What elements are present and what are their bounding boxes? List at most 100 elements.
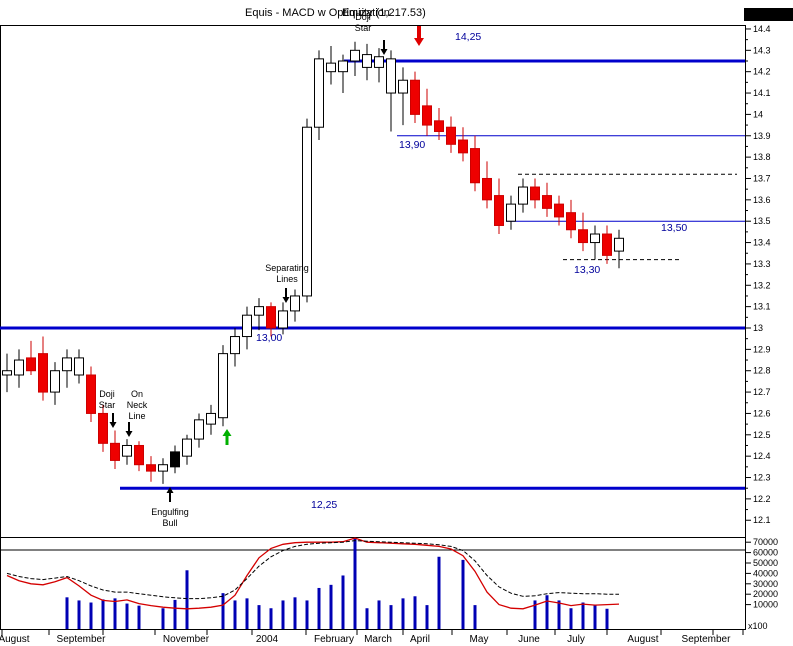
volume-axis-label: 50000 [753, 558, 778, 568]
candle-body [62, 357, 72, 372]
separating-lines-arrow-shaft [285, 288, 287, 297]
volume-axis-label: 10000 [753, 600, 778, 610]
month-label: March [364, 634, 392, 645]
price-axis-label: 13.8 [753, 152, 771, 162]
month-label: 2004 [256, 634, 279, 645]
annotation-text: Line [128, 411, 145, 421]
annotation-text: On [131, 389, 143, 399]
month-label: April [410, 634, 430, 645]
candle-body [14, 359, 24, 376]
volume-axis-label: 60000 [753, 548, 778, 558]
volume-bar [257, 605, 261, 629]
engulfing-bull-arrow [166, 487, 174, 493]
candle-body [566, 212, 576, 231]
price-axis-label: 14.3 [753, 45, 771, 55]
volume-bar [569, 608, 573, 629]
month-label: September [57, 634, 107, 645]
doji-star-arrow-shaft [112, 413, 114, 422]
price-axis-label: 12.5 [753, 430, 771, 440]
doji-star-top-arrow [380, 49, 388, 55]
candle-body [146, 464, 156, 472]
candle-body [470, 148, 480, 184]
candle-body [482, 177, 492, 201]
on-neck-line-arrow [125, 431, 133, 437]
price-axis-label: 12.9 [753, 344, 771, 354]
month-label: February [314, 634, 354, 645]
candle-body [494, 195, 504, 226]
price-level-label: 13,90 [399, 139, 425, 151]
volume-bar [293, 597, 297, 629]
volume-bar [329, 584, 333, 629]
engulfing-bull-arrow-shaft [169, 493, 171, 502]
candle-body [278, 310, 288, 329]
volume-bar [473, 605, 477, 629]
equity-curve [6, 537, 620, 610]
month-label: September [682, 634, 732, 645]
candle-body [26, 357, 36, 372]
price-axis-label: 13.2 [753, 280, 771, 290]
candle-body [182, 438, 192, 457]
volume-bar [605, 608, 609, 629]
candle-body [86, 374, 96, 414]
month-label: August [0, 634, 30, 645]
volume-bar [353, 538, 357, 629]
candle-body [518, 186, 528, 205]
sell-signal-arrow [414, 38, 424, 46]
volume-unit-label: x100 [748, 621, 768, 631]
volume-axis-label: 40000 [753, 568, 778, 578]
candle-body [554, 203, 564, 218]
doji-star-top-arrow-shaft [383, 40, 385, 49]
volume-bar [557, 600, 561, 629]
candle-body [458, 139, 468, 154]
volume-bar [77, 600, 81, 629]
candle-body [422, 105, 432, 126]
candle-body [194, 419, 204, 440]
volume-bar [101, 599, 105, 629]
price-axis-label: 12.6 [753, 408, 771, 418]
annotation-text: Neck [127, 400, 148, 410]
volume-bar [233, 600, 237, 629]
volume-bar [305, 600, 309, 629]
chart-title: Equis - MACD w Optimization [245, 7, 390, 19]
doji-star-arrow [109, 422, 117, 428]
price-axis-label: 13 [753, 323, 763, 333]
volume-bar [545, 595, 549, 629]
volume-bar [65, 597, 69, 629]
candle-body [506, 203, 516, 222]
buy-signal-arrow [222, 429, 232, 436]
volume-bar [437, 556, 441, 629]
volume-axis-label: 70000 [753, 537, 778, 547]
candle-body [602, 233, 612, 256]
volume-bar [245, 598, 249, 629]
candle-body [242, 314, 252, 338]
candle-body [218, 353, 228, 419]
volume-bar [269, 608, 273, 629]
buy-signal-arrow-shaft [225, 436, 229, 445]
volume-bar [341, 575, 345, 629]
candle-body [254, 306, 264, 316]
candle-body [266, 306, 276, 329]
volume-bar [461, 559, 465, 629]
month-label: November [163, 634, 210, 645]
price-axis-label: 12.1 [753, 515, 771, 525]
price-axis-label: 12.2 [753, 494, 771, 504]
annotation-text: Doji [355, 12, 371, 22]
candle-body [170, 451, 180, 468]
volume-bar [221, 593, 225, 629]
price-level-label: 13,00 [256, 332, 282, 344]
annotation-text: Doji [99, 389, 115, 399]
volume-bar [89, 602, 93, 629]
annotation-text: Engulfing [151, 507, 189, 517]
volume-axis-label: 30000 [753, 579, 778, 589]
price-level-label: 13,50 [661, 222, 687, 234]
volume-bar [185, 570, 189, 629]
candle-body [350, 49, 360, 62]
annotation-text: Bull [162, 518, 177, 528]
candle-body [230, 336, 240, 355]
price-axis-label: 14.4 [753, 24, 771, 34]
volume-bar [413, 596, 417, 629]
candle-body [386, 58, 396, 94]
candle-body [434, 120, 444, 132]
